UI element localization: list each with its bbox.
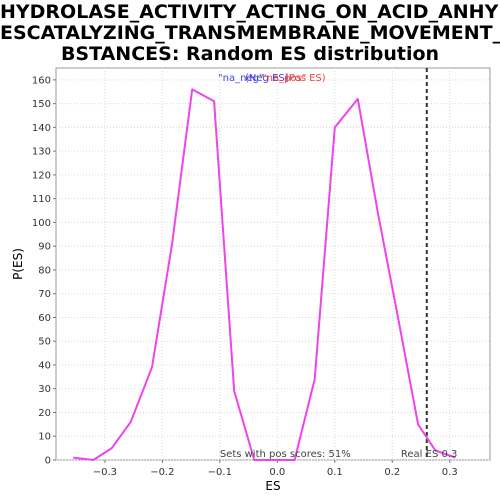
chart-title-line-2: ESCATALYZING_TRANSMEMBRANE_MOVEMENT_OF_S… (0, 22, 500, 44)
y-tick-label: 130 (32, 147, 51, 158)
legend-entry-na-pos: "na_pos" (262, 73, 306, 84)
x-tick-label: 0.3 (442, 467, 458, 478)
y-tick-label: 150 (32, 99, 51, 110)
x-tick-label: 0.0 (269, 467, 285, 478)
y-axis-label: P(ES) (11, 248, 25, 280)
y-tick-label: 140 (32, 123, 51, 134)
chart-title-line-3: BSTANCES: Random ES distribution (60, 43, 440, 65)
x-tick-label: −0.2 (150, 467, 174, 478)
sets-with-pos-annotation: Sets with pos scores: 51% (220, 449, 351, 460)
y-tick-label: 10 (38, 432, 51, 443)
y-tick-label: 90 (38, 242, 51, 253)
x-tick-label: 0.1 (327, 467, 343, 478)
legend-entry-pos-es: (Pos ES) (285, 73, 326, 84)
y-tick-label: 160 (32, 75, 51, 86)
chart-title-line-1: HYDROLASE_ACTIVITY_ACTING_ON_ACID_ANHYDR… (0, 1, 500, 23)
real-es-annotation: Real ES 0.3 (401, 449, 457, 460)
y-tick-label: 30 (38, 384, 51, 395)
series-group (73, 88, 456, 461)
y-tick-label: 80 (38, 265, 51, 276)
y-tick-label: 20 (38, 408, 51, 419)
series-line (73, 88, 456, 461)
grid (56, 68, 490, 461)
y-tick-label: 50 (38, 337, 51, 348)
ticks: 0 10 20 30 40 50 60 70 80 90 100 110 120 130 140 150 160… (32, 75, 458, 478)
x-axis-label: ES (265, 479, 280, 493)
y-tick-label: 110 (32, 194, 51, 205)
y-tick-label: 70 (38, 289, 51, 300)
y-tick-label: 40 (38, 360, 51, 371)
chart-title: HYDROLASE_ACTIVITY_ACTING_ON_ACID_ANHYDR… (0, 2, 500, 65)
plot-area (55, 67, 491, 461)
y-tick-label: 60 (38, 313, 51, 324)
x-tick-label: −0.3 (93, 467, 117, 478)
legend-entry-na-neg: "na_neg" (218, 73, 264, 84)
x-tick-label: 0.2 (384, 467, 400, 478)
y-tick-label: 100 (32, 218, 51, 229)
legend-entry-neg-es: (Neg ES) (245, 73, 289, 84)
y-tick-label: 0 (45, 456, 51, 467)
x-tick-label: −0.1 (208, 467, 232, 478)
legend: "na_neg" (Neg ES) "na_pos" (Pos ES) (218, 73, 326, 84)
y-tick-label: 120 (32, 170, 51, 181)
